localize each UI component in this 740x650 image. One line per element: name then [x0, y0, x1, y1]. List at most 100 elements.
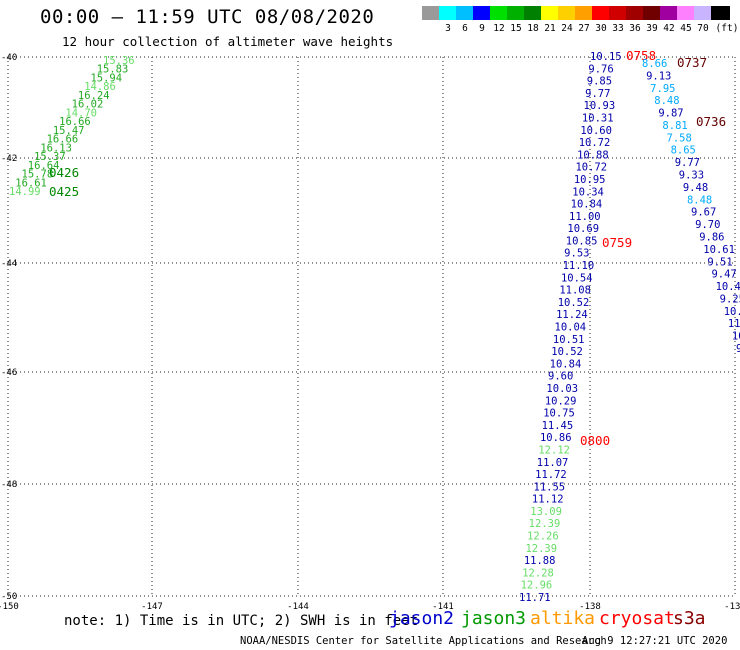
pass-time-label: 0800	[580, 433, 610, 448]
swh-value: 8.48	[654, 95, 679, 107]
swh-value: 10.31	[582, 112, 614, 124]
swh-value: 10.60	[580, 125, 612, 137]
swh-value: 8.66	[642, 58, 667, 70]
swh-value: 11.24	[556, 309, 588, 321]
swh-value: 11.07	[537, 457, 569, 469]
legend-swatch	[660, 6, 679, 20]
swh-value: 9.77	[675, 157, 700, 169]
swh-value: 16.61	[15, 177, 47, 189]
credit-line: NOAA/NESDIS Center for Satellite Applica…	[240, 635, 607, 647]
legend-value: 42	[663, 23, 675, 34]
legend-value: 24	[561, 23, 573, 34]
swh-value: 8.81	[662, 120, 687, 132]
swh-value: 11.45	[542, 420, 574, 432]
legend-swatch	[711, 6, 730, 20]
map-subtitle: 12 hour collection of altimeter wave hei…	[62, 34, 394, 49]
swh-value: 15.37	[34, 151, 66, 163]
swh-value: 10.88	[577, 149, 609, 161]
swh-value: 15.78	[22, 169, 54, 181]
legend-swatch	[524, 6, 543, 20]
pass-time-label: 0737	[677, 55, 707, 70]
swh-value: 12.12	[538, 444, 570, 456]
longitude-label: -135	[724, 602, 740, 612]
swh-value: 8.65	[671, 145, 696, 157]
swh-value: 9.25	[720, 293, 740, 305]
legend-value: 6	[462, 23, 468, 34]
swh-value: 9.76	[588, 63, 613, 75]
longitude-label: -147	[141, 602, 163, 612]
swh-value: 16.66	[47, 134, 79, 146]
legend-swatch	[439, 6, 458, 20]
swh-value: 12.96	[521, 580, 553, 592]
legend-value: 27	[578, 23, 590, 34]
satellite-name: jason2	[389, 608, 455, 629]
pass-time-label: 0759	[602, 235, 632, 250]
swh-value: 10.86	[540, 432, 572, 444]
legend-unit: (ft)	[715, 23, 739, 34]
swh-value: 12.39	[529, 518, 561, 530]
swh-value: 10.84	[571, 199, 603, 211]
legend-value: 70	[697, 23, 709, 34]
swh-value: 13.09	[530, 506, 562, 518]
swh-value: 10.54	[561, 272, 593, 284]
swh-value: 9.60	[548, 371, 573, 383]
longitude-label: -150	[0, 602, 19, 612]
satellite-name: altika	[530, 608, 596, 629]
legend-value: 15	[510, 23, 522, 34]
legend-swatch	[643, 6, 662, 20]
swh-value: 9.87	[658, 108, 683, 120]
swh-value: 16.24	[78, 90, 110, 102]
generated-timestamp: Aug 9 12:27:21 UTC 2020	[582, 635, 728, 647]
swh-value: 15.36	[103, 55, 135, 67]
satellite-name: cryosat	[599, 608, 675, 629]
swh-value: 9.48	[683, 182, 708, 194]
longitude-label: -138	[579, 602, 601, 612]
swh-value: 10.95	[574, 174, 606, 186]
legend-swatch	[677, 6, 696, 20]
swh-value: 10.85	[566, 235, 598, 247]
swh-value: 8.48	[687, 194, 712, 206]
swh-value: 14.86	[84, 81, 116, 93]
legend-swatch	[541, 6, 560, 20]
swh-value: 9.53	[564, 248, 589, 260]
swh-value: 12.39	[525, 543, 557, 555]
latitude-label: -42	[1, 154, 17, 164]
legend-swatch	[592, 6, 611, 20]
swh-value: 9.13	[646, 70, 671, 82]
swh-value: 10.	[732, 331, 740, 343]
pass-time-label: 0736	[696, 114, 726, 129]
legend-value: 39	[646, 23, 658, 34]
swh-value: 11.71	[519, 592, 551, 604]
swh-value: 10.15	[590, 51, 622, 63]
legend-swatch	[507, 6, 526, 20]
swh-value: 10.48	[716, 281, 740, 293]
legend-swatch	[558, 6, 577, 20]
legend-value: 18	[527, 23, 539, 34]
swh-value: 9.51	[707, 256, 732, 268]
swh-value: 10.69	[567, 223, 599, 235]
swh-value: 10.29	[545, 395, 577, 407]
swh-value: 11.00	[569, 211, 601, 223]
swh-value: 16.02	[72, 99, 104, 111]
pass-time-label: 0426	[49, 165, 79, 180]
swh-value: 10.52	[551, 346, 583, 358]
legend-swatch	[456, 6, 475, 20]
swh-value: 10.51	[553, 334, 585, 346]
satellite-name: jason3	[461, 608, 527, 629]
swh-value: 10.84	[550, 358, 582, 370]
swh-value: 11.55	[534, 481, 566, 493]
legend-swatch	[694, 6, 713, 20]
legend-value: 9	[479, 23, 485, 34]
longitude-label: -141	[432, 602, 454, 612]
map-title: 00:00 – 11:59 UTC 08/08/2020	[40, 6, 375, 28]
swh-value: 10.61	[703, 244, 735, 256]
legend-value: 45	[680, 23, 692, 34]
swh-value: 10.72	[575, 162, 607, 174]
swh-value: 7.58	[667, 132, 692, 144]
legend-value: 3	[445, 23, 451, 34]
swh-value: 10.04	[555, 322, 587, 334]
legend-swatch	[422, 6, 441, 20]
legend-value: 36	[629, 23, 641, 34]
swh-value: 10.75	[543, 408, 575, 420]
swh-value: 10.34	[572, 186, 604, 198]
